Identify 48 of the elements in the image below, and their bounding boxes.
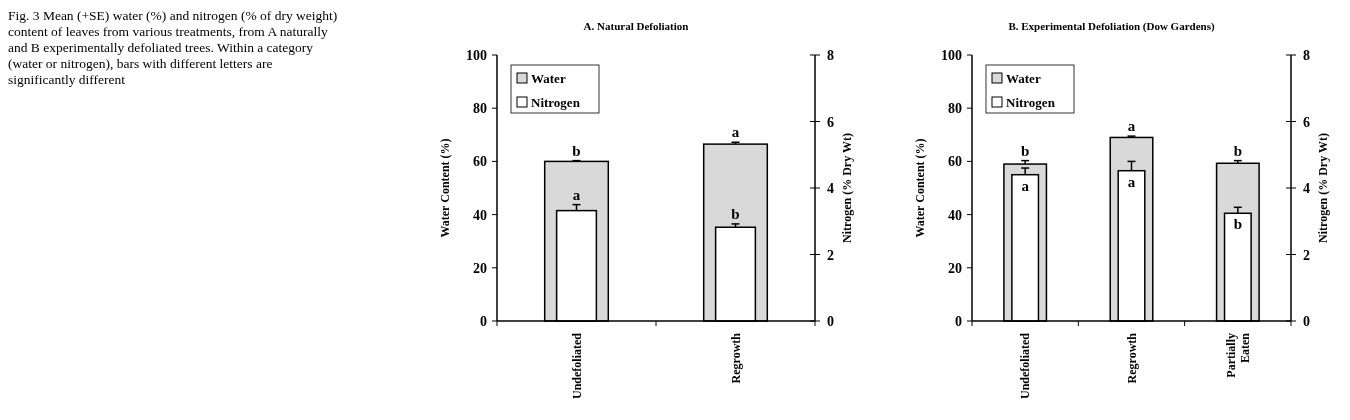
y2-tick-label: 6 <box>827 114 834 130</box>
y-tick-label: 20 <box>473 260 487 276</box>
x-tick-label: Partially Eaten <box>1223 332 1252 378</box>
y2-tick-label: 8 <box>1303 48 1310 63</box>
y2-tick-label: 2 <box>1303 247 1310 263</box>
y-axis-title: Water Content (%) <box>438 138 452 238</box>
annotation: a <box>1021 177 1030 194</box>
y-tick-label: 0 <box>480 314 487 329</box>
y2-tick-label: 8 <box>827 48 834 63</box>
annotation: a <box>731 124 740 141</box>
annotation: b <box>572 142 581 159</box>
y-axis-title: Water Content (%) <box>913 138 927 238</box>
y-tick-label: 60 <box>473 154 487 170</box>
y2-tick-label: 2 <box>827 247 834 263</box>
chart-title: B. Experimental Defoliation (Dow Gardens) <box>1008 20 1215 33</box>
x-tick-label: Regrowth <box>1124 332 1139 384</box>
y2-tick-label: 4 <box>1303 181 1310 196</box>
y-tick-label: 40 <box>473 207 487 223</box>
annotation: b <box>1233 216 1243 233</box>
y-tick-label: 80 <box>948 101 962 117</box>
x-tick-label: Undefoliated <box>1018 332 1033 399</box>
annotation: b <box>1233 142 1243 159</box>
legend-label: Water <box>531 71 566 86</box>
y-tick-label: 100 <box>466 48 487 63</box>
y-tick-label: 40 <box>948 207 962 223</box>
y2-axis-title: Nitrogen (% Dry Wt) <box>1316 133 1330 243</box>
legend-label: Water <box>1006 71 1041 86</box>
y2-tick-label: 4 <box>827 181 834 196</box>
y-tick-label: 60 <box>948 154 962 170</box>
y2-tick-label: 6 <box>1303 114 1310 130</box>
y-tick-label: 100 <box>941 48 962 63</box>
annotation: a <box>1127 173 1136 190</box>
chart-title: A. Natural Defoliation <box>583 20 689 32</box>
legend-label: Nitrogen <box>1006 95 1056 110</box>
annotation: a <box>1127 118 1136 135</box>
annotation: a <box>572 186 581 203</box>
y2-tick-label: 0 <box>827 314 834 329</box>
x-tick-label: Undefoliated <box>569 332 584 399</box>
y2-tick-label: 0 <box>1303 314 1310 329</box>
legend-label: Nitrogen <box>531 95 581 110</box>
x-tick-label: Regrowth <box>728 332 743 384</box>
y-tick-label: 80 <box>473 101 487 117</box>
y-tick-label: 20 <box>948 260 962 276</box>
caption: Fig. 3 Mean (+SE) water (%) and nitrogen (% of dry weight) content of leaves from various treatments, from A naturally and B experimentally defoliated trees. Within a category (water or nitrogen), bars with different letters are significantly different <box>8 8 338 88</box>
annotation: b <box>1020 142 1030 159</box>
y-tick-label: 0 <box>955 314 962 329</box>
y2-axis-title: Nitrogen (% Dry Wt) <box>840 133 854 243</box>
annotation: b <box>731 205 740 222</box>
